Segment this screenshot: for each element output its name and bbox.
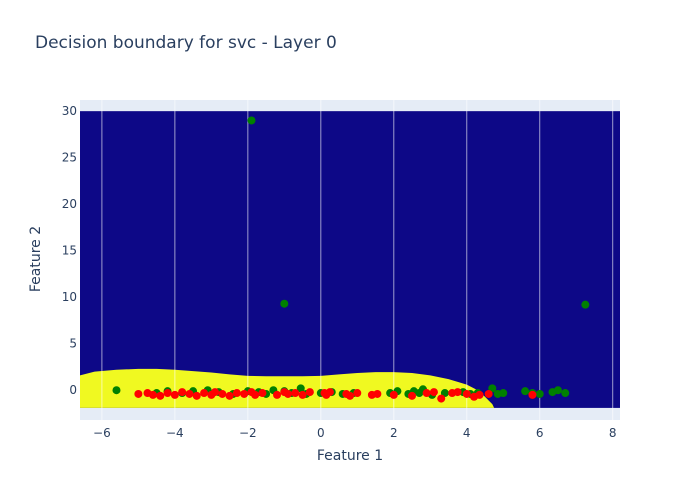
y-axis-label: Feature 2 (28, 226, 44, 292)
class-0-point (373, 389, 382, 398)
class-0-point (528, 390, 537, 399)
class-1-point (280, 299, 289, 308)
y-tick-label: 15 (62, 244, 77, 258)
class-0-point (305, 388, 314, 397)
x-tick-label: 2 (390, 426, 398, 440)
y-tick-label: 5 (69, 337, 77, 351)
class-0-point (185, 389, 194, 398)
x-tick-label: −4 (166, 426, 184, 440)
class-0-point (353, 389, 362, 398)
x-tick-label: 0 (317, 426, 325, 440)
class-0-point (134, 389, 143, 398)
x-tick-label: 8 (609, 426, 617, 440)
class-0-point (170, 390, 179, 399)
x-tick-label: −2 (239, 426, 257, 440)
class-1-point (561, 389, 570, 398)
class-0-point (475, 390, 484, 399)
class-0-point (258, 389, 267, 398)
class-0-point (453, 388, 462, 397)
x-tick-label: 6 (536, 426, 544, 440)
class-1-point (535, 389, 544, 398)
x-tick-labels: −6 −4 −2 0 2 4 6 8 (93, 426, 616, 440)
decision-regions (80, 111, 620, 408)
class-1-point (112, 386, 121, 395)
chart-title: Decision boundary for svc - Layer 0 (35, 33, 337, 53)
class-0-point (192, 391, 201, 400)
class-0-point (408, 391, 417, 400)
gridlines (101, 100, 614, 420)
class-0-point (389, 390, 398, 399)
class-0-point (148, 390, 157, 399)
y-tick-label: 0 (69, 383, 77, 397)
class-0-point (211, 388, 219, 397)
region-class-0 (80, 111, 620, 408)
class-0-point (218, 389, 227, 398)
class-0-point (325, 388, 334, 397)
class-0-point (178, 388, 187, 397)
y-tick-label: 30 (62, 104, 77, 118)
class-0-point (462, 389, 471, 398)
x-tick-label: 4 (463, 426, 471, 440)
class-0-point (232, 389, 241, 398)
class-0-point (291, 389, 300, 398)
class-1-point (521, 387, 530, 396)
class-1-point (499, 389, 508, 398)
y-tick-label: 25 (62, 151, 77, 165)
class-1-point (553, 386, 562, 395)
class-0-point (273, 390, 282, 399)
x-tick-label: −6 (93, 426, 111, 440)
data-points (112, 116, 590, 403)
class-0-point (437, 394, 446, 403)
class-0-point (251, 390, 260, 399)
class-0-point (283, 389, 292, 398)
class-0-point (422, 389, 431, 398)
class-1-point (247, 116, 256, 125)
class-0-point (298, 390, 307, 399)
class-0-point (163, 389, 172, 398)
class-0-point (225, 391, 234, 400)
class-0-point (156, 391, 165, 400)
y-tick-labels: 0 5 10 15 20 25 30 (62, 104, 77, 397)
x-axis-label: Feature 1 (317, 448, 383, 464)
class-0-point (429, 388, 438, 397)
y-tick-label: 20 (62, 197, 77, 211)
class-1-point (296, 384, 305, 393)
class-0-point (240, 389, 249, 398)
class-0-point (346, 391, 354, 400)
class-0-point (484, 389, 493, 398)
y-tick-label: 10 (62, 290, 77, 304)
class-1-point (581, 300, 590, 309)
class-0-point (200, 389, 209, 398)
